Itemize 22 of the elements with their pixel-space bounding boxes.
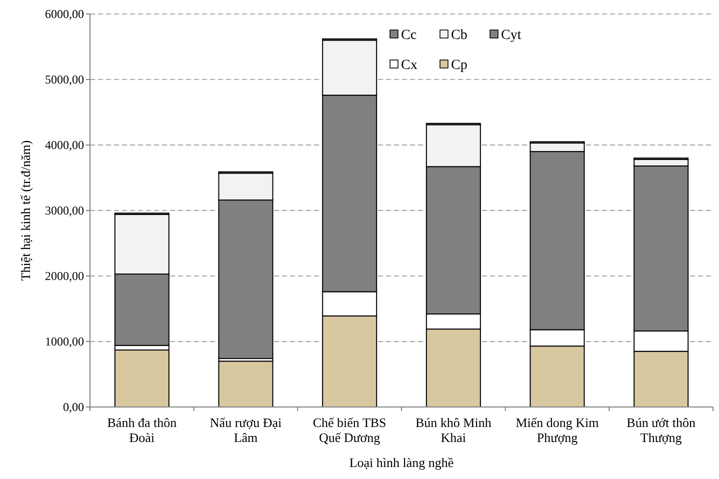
x-tick-label: Nấu rượu Đại Lâm [210, 415, 282, 445]
legend-label: Cb [451, 28, 468, 43]
x-axis-title: Loại hình làng nghề [349, 455, 454, 470]
y-tick-label: 5000,00 [45, 72, 84, 87]
x-tick-label: Bánh đa thôn Đoài [107, 415, 178, 445]
y-tick-label: 1000,00 [45, 334, 84, 349]
legend-label: Cc [401, 28, 417, 43]
y-tick-label: 4000,00 [45, 138, 84, 152]
bar [218, 360, 274, 408]
y-tick-label: 0,00 [63, 400, 84, 414]
legend-label: Cx [401, 58, 418, 73]
legend-label: Cyt [501, 28, 522, 43]
legend-label: Cp [451, 58, 468, 73]
y-tick-label: 3000,00 [45, 204, 84, 218]
y-tick-label: 6000,00 [45, 7, 84, 22]
x-tick-label: Bún khô Minh Khai [415, 415, 492, 445]
bar [114, 350, 170, 408]
x-tick-label: Bún ướt thôn Thượng [626, 415, 696, 445]
x-tick-label: Miến dong Kim Phượng [516, 415, 599, 445]
x-tick-label: Chế biến TBS Quế Dương [312, 415, 386, 445]
y-tick-label: 2000,00 [45, 269, 84, 284]
y-axis-title: Thiệt hại kinh tế (tr.đ/năm) [18, 140, 33, 281]
